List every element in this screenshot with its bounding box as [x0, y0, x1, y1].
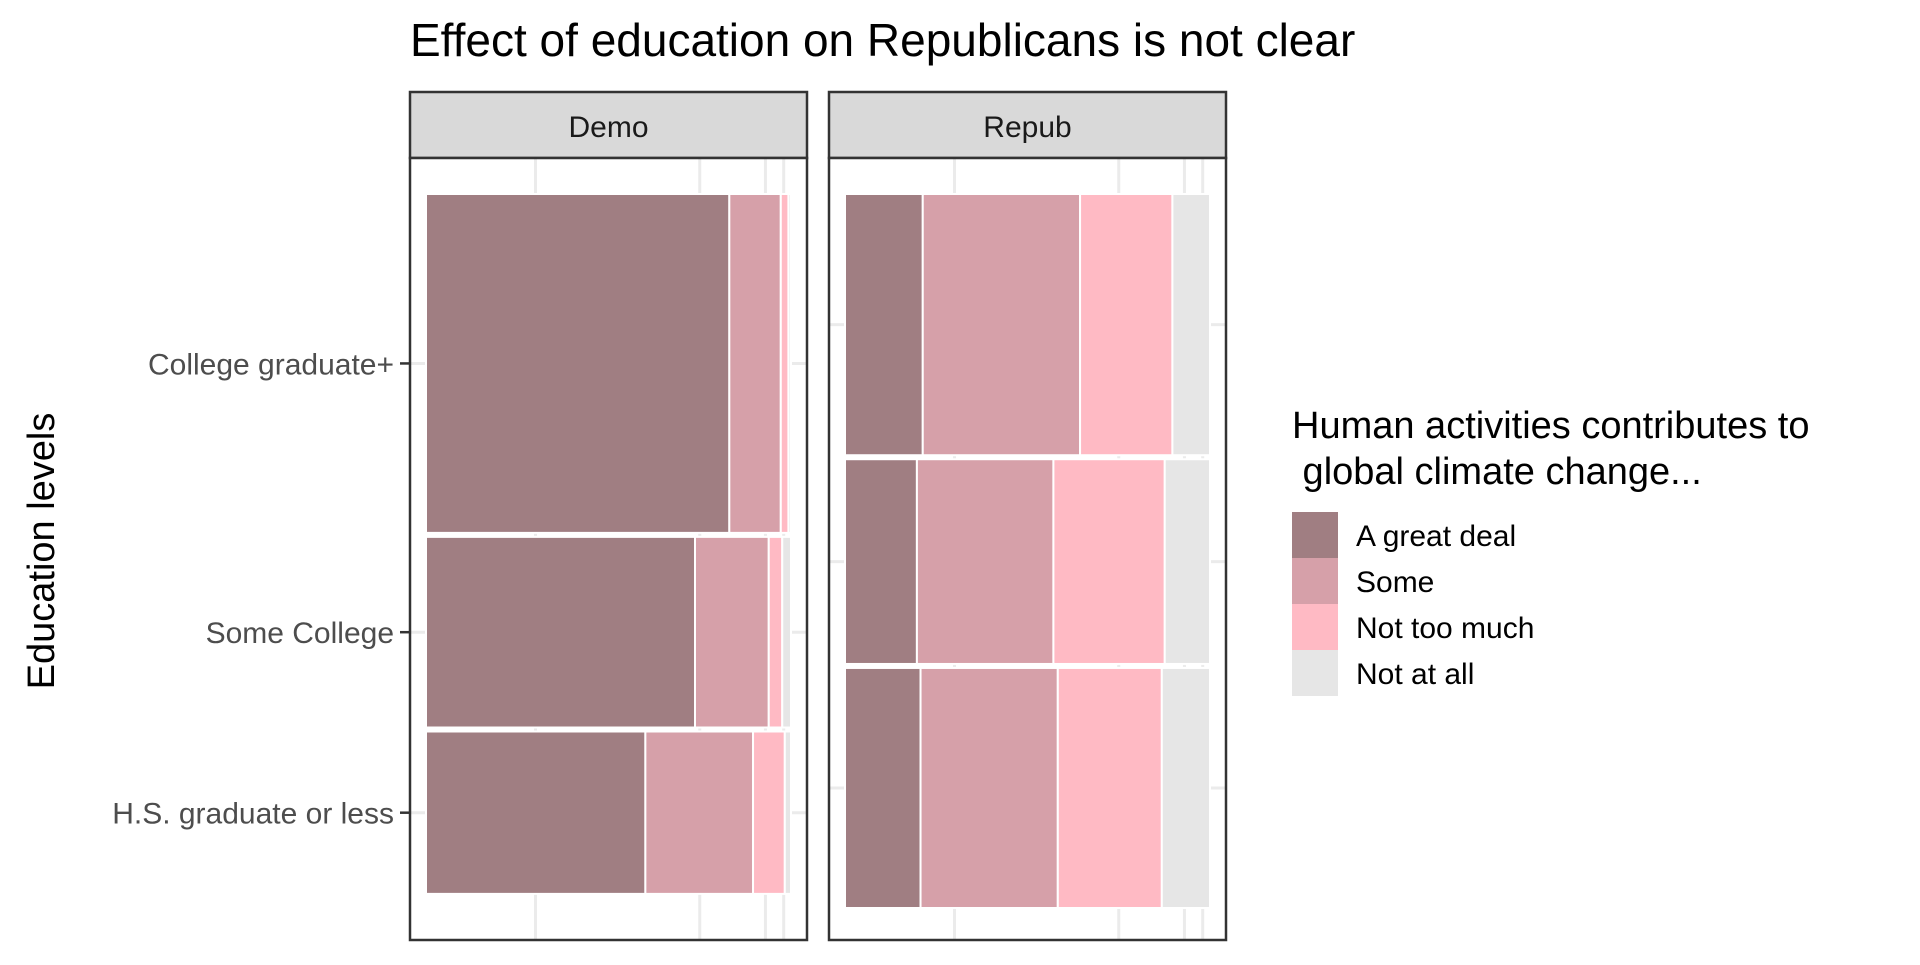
- y-tick-label: H.S. graduate or less: [112, 798, 394, 831]
- panel-demo: Demo: [408, 90, 809, 942]
- mosaic-tile-demo-some-college-not-too-much: [767, 535, 784, 729]
- mosaic-tile-repub-some-college-not-too-much: [1052, 458, 1166, 665]
- legend-label-not-at-all: Not at all: [1356, 658, 1474, 691]
- y-axis-label: Education levels: [21, 413, 63, 690]
- mosaic-tile-demo-some-college-not-at-all: [781, 535, 792, 729]
- y-axis: College graduate+ Some College H.S. gradua…: [112, 348, 410, 831]
- legend-title-line-1: Human activities contributes to: [1292, 405, 1809, 447]
- mosaic-tile-demo-some-college-a-great-deal: [425, 535, 697, 729]
- mosaic-tile-demo-h-s-graduate-or-less-some: [644, 730, 755, 895]
- mosaic-tile-repub-some-college-not-at-all: [1163, 458, 1211, 665]
- panel-repub: Repub: [827, 90, 1228, 942]
- mosaic-tile-demo-college-graduate-not-too-much: [779, 193, 790, 534]
- mosaic-tile-repub-h-s-graduate-or-less-some: [919, 666, 1059, 910]
- legend-title-line-2: global climate change...: [1292, 451, 1702, 493]
- facet-strip: [408, 90, 809, 160]
- mosaic-tile-repub-some-college-some: [915, 458, 1055, 665]
- legend-label-not-too-much: Not too much: [1356, 612, 1534, 645]
- legend-items: A great deal Some Not too much Not at all: [1292, 512, 1534, 696]
- mosaic-tile-demo-h-s-graduate-or-less-a-great-deal: [425, 730, 647, 895]
- mosaic-tile-repub-h-s-graduate-or-less-not-too-much: [1056, 666, 1163, 910]
- mosaic-tile-repub-college-graduate-some: [921, 193, 1082, 457]
- legend: Human activities contributes to global c…: [1292, 405, 1809, 696]
- facet-label: Repub: [983, 111, 1071, 144]
- legend-label-some: Some: [1356, 566, 1434, 599]
- y-tick-label: Some College: [206, 617, 394, 650]
- legend-key-some: [1292, 558, 1338, 604]
- mosaic-tile-repub-college-graduate-not-at-all: [1171, 193, 1212, 457]
- mosaic-tile-demo-h-s-graduate-or-less-not-too-much: [752, 730, 786, 895]
- panel-border: [408, 156, 809, 942]
- mosaic-tile-demo-college-graduate-not-at-all: [787, 193, 793, 534]
- chart-title: Effect of education on Republicans is no…: [410, 14, 1355, 66]
- y-tick-label: College graduate+: [148, 348, 394, 381]
- facet-panels: Demo Repub: [408, 90, 1228, 942]
- facet-label: Demo: [568, 111, 648, 144]
- mosaic-tile-demo-some-college-some: [694, 535, 770, 729]
- mosaic-tile-demo-college-graduate-some: [728, 193, 782, 534]
- mosaic-tile-repub-college-graduate-not-too-much: [1079, 193, 1174, 457]
- facet-strip: [827, 90, 1228, 160]
- mosaic-tile-repub-some-college-a-great-deal: [844, 458, 918, 665]
- panel-border: [827, 156, 1228, 942]
- legend-label-a-great-deal: A great deal: [1356, 520, 1516, 553]
- mosaic-tile-repub-h-s-graduate-or-less-a-great-deal: [844, 666, 922, 910]
- mosaic-tile-demo-h-s-graduate-or-less-not-at-all: [783, 730, 792, 895]
- mosaic-tile-demo-college-graduate-a-great-deal: [425, 193, 731, 534]
- mosaic-tile-repub-h-s-graduate-or-less-not-at-all: [1160, 666, 1211, 910]
- mosaic-tile-repub-college-graduate-a-great-deal: [844, 193, 924, 457]
- legend-key-not-too-much: [1292, 604, 1338, 650]
- legend-key-a-great-deal: [1292, 512, 1338, 558]
- legend-key-not-at-all: [1292, 650, 1338, 696]
